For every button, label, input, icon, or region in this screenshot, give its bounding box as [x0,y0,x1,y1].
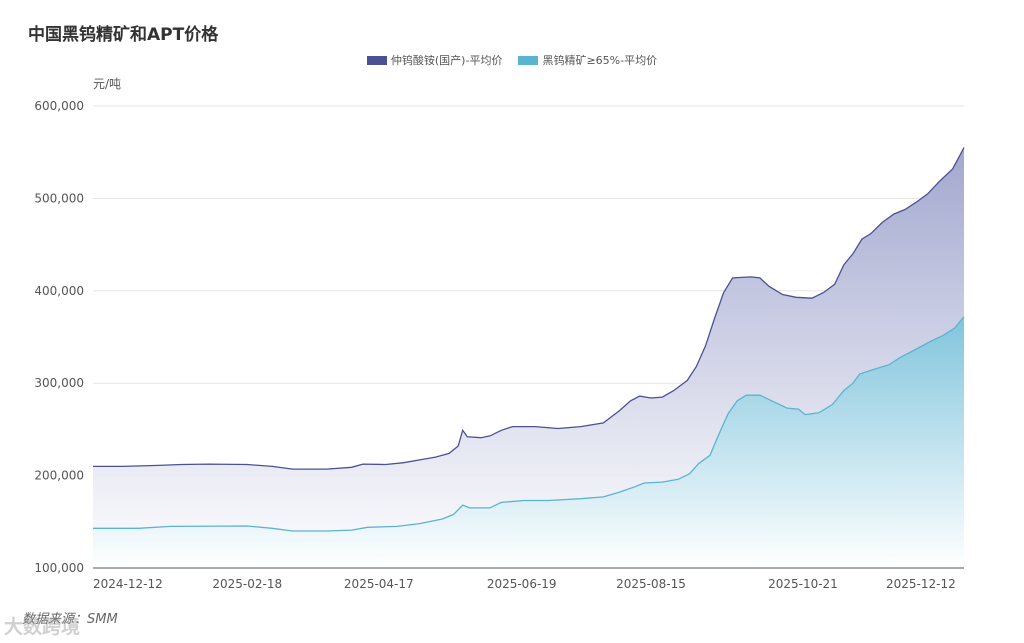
x-tick-label: 2025-12-12 [886,577,956,591]
x-tick-label: 2025-04-17 [344,577,414,591]
x-tick-label: 2025-08-15 [616,577,686,591]
y-tick-label: 100,000 [34,561,84,575]
y-tick-label: 400,000 [34,284,84,298]
y-axis-unit: 元/吨 [93,77,122,91]
x-tick-label: 2025-06-19 [487,577,557,591]
series-area-1 [93,316,964,568]
y-tick-label: 600,000 [34,99,84,113]
data-source: 数据来源：SMM [22,612,118,627]
y-tick-label: 300,000 [34,376,84,390]
legend-item-apt[interactable]: 仲钨酸铵(国产)-平均价 [366,52,503,68]
legend-label-wolframite: 黑钨精矿≥65%-平均价 [542,54,658,67]
y-tick-label: 200,000 [34,469,84,483]
legend-item-wolframite[interactable]: 黑钨精矿≥65%-平均价 [518,52,657,68]
x-tick-label: 2025-10-21 [768,577,838,591]
series-line-0[interactable] [93,147,965,470]
series-line-1[interactable] [93,316,965,532]
chart-title: 中国黑钨精矿和APT价格 [28,25,219,45]
legend: 仲钨酸铵(国产)-平均价 黑钨精矿≥65%-平均价 [0,52,1024,68]
watermark: 大数跨境 [4,616,81,638]
legend-swatch-wolframite [518,55,539,65]
y-tick-label: 500,000 [34,191,84,205]
legend-label-apt: 仲钨酸铵(国产)-平均价 [390,54,503,67]
x-tick-label: 2024-12-12 [93,577,163,591]
x-tick-label: 2025-02-18 [212,577,282,591]
legend-swatch-apt [366,55,387,65]
